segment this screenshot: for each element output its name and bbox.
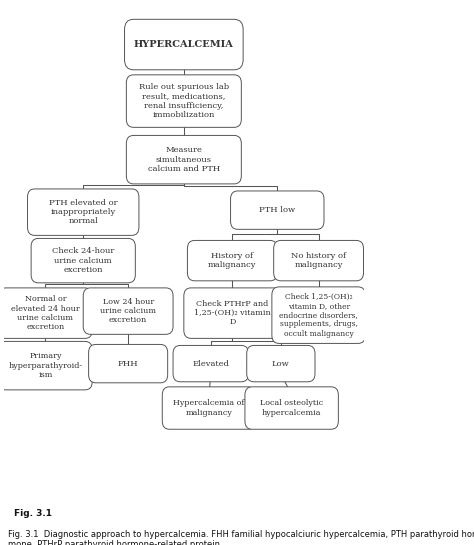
Text: HYPERCALCEMIA: HYPERCALCEMIA	[134, 40, 234, 49]
FancyBboxPatch shape	[272, 287, 365, 343]
Text: Hypercalcemia of
malignancy: Hypercalcemia of malignancy	[173, 399, 245, 416]
Text: Normal or
elevated 24 hour
urine calcium
excretion: Normal or elevated 24 hour urine calcium…	[11, 295, 80, 331]
FancyBboxPatch shape	[83, 288, 173, 334]
Text: Rule out spurious lab
result, medications,
renal insufficiency,
immobilization: Rule out spurious lab result, medication…	[139, 83, 229, 119]
Text: Low 24 hour
urine calcium
excretion: Low 24 hour urine calcium excretion	[100, 298, 156, 324]
Text: FHH: FHH	[118, 360, 138, 368]
FancyBboxPatch shape	[173, 346, 248, 382]
Text: Primary
hyperparathyroid-
ism: Primary hyperparathyroid- ism	[9, 353, 82, 379]
FancyBboxPatch shape	[245, 387, 338, 429]
FancyBboxPatch shape	[89, 344, 168, 383]
FancyBboxPatch shape	[162, 387, 255, 429]
Text: PTH low: PTH low	[259, 206, 295, 214]
Text: PTH elevated or
inappropriately
normal: PTH elevated or inappropriately normal	[49, 199, 118, 226]
FancyBboxPatch shape	[125, 19, 243, 70]
FancyBboxPatch shape	[0, 341, 92, 390]
FancyBboxPatch shape	[187, 240, 277, 281]
FancyBboxPatch shape	[273, 240, 364, 281]
Text: History of
malignancy: History of malignancy	[208, 252, 256, 269]
FancyBboxPatch shape	[184, 288, 281, 338]
Text: Low: Low	[272, 360, 290, 368]
Text: Local osteolytic
hypercalcemia: Local osteolytic hypercalcemia	[260, 399, 323, 416]
Text: Fig. 3.1  Diagnostic approach to hypercalcemia. FHH familial hypocalciuric hyper: Fig. 3.1 Diagnostic approach to hypercal…	[8, 530, 474, 545]
FancyBboxPatch shape	[247, 346, 315, 382]
Text: Fig. 3.1: Fig. 3.1	[14, 509, 52, 518]
FancyBboxPatch shape	[230, 191, 324, 229]
FancyBboxPatch shape	[0, 288, 92, 338]
FancyBboxPatch shape	[31, 238, 135, 283]
Text: No history of
malignancy: No history of malignancy	[291, 252, 346, 269]
FancyBboxPatch shape	[127, 135, 241, 184]
Text: Measure
simultaneous
calcium and PTH: Measure simultaneous calcium and PTH	[148, 147, 220, 173]
Text: Check 1,25-(OH)₂
vitamin D, other
endocrine disorders,
supplements, drugs,
occul: Check 1,25-(OH)₂ vitamin D, other endocr…	[279, 293, 358, 337]
Text: Check 24-hour
urine calcium
excretion: Check 24-hour urine calcium excretion	[52, 247, 114, 274]
FancyBboxPatch shape	[127, 75, 241, 128]
Text: Check PTHrP and
1,25-(OH)₂ vitamin
D: Check PTHrP and 1,25-(OH)₂ vitamin D	[194, 300, 271, 326]
FancyBboxPatch shape	[27, 189, 139, 235]
Text: Elevated: Elevated	[192, 360, 229, 368]
